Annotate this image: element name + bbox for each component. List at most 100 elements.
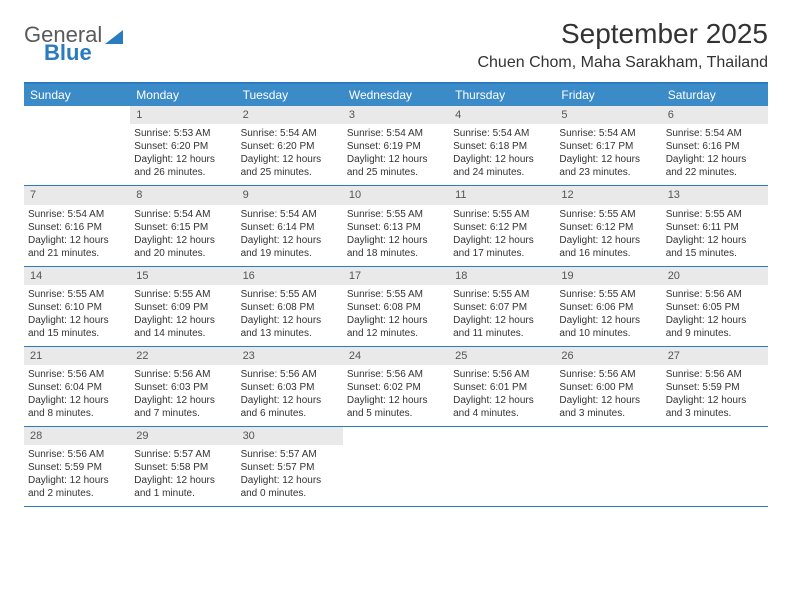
title-block: September 2025 Chuen Chom, Maha Sarakham…	[477, 18, 768, 72]
day-number: 19	[555, 267, 661, 285]
sunrise-text: Sunrise: 5:55 AM	[559, 288, 657, 301]
sunrise-text: Sunrise: 5:55 AM	[28, 288, 126, 301]
sunset-text: Sunset: 6:00 PM	[559, 381, 657, 394]
sunset-text: Sunset: 6:08 PM	[241, 301, 339, 314]
day-body: Sunrise: 5:54 AMSunset: 6:16 PMDaylight:…	[662, 124, 768, 185]
sunrise-text: Sunrise: 5:54 AM	[347, 127, 445, 140]
day-cell: 8Sunrise: 5:54 AMSunset: 6:15 PMDaylight…	[130, 186, 236, 265]
day-body: Sunrise: 5:54 AMSunset: 6:19 PMDaylight:…	[343, 124, 449, 185]
daylight-text: Daylight: 12 hours and 25 minutes.	[347, 153, 445, 179]
day-cell: 7Sunrise: 5:54 AMSunset: 6:16 PMDaylight…	[24, 186, 130, 265]
sunset-text: Sunset: 6:16 PM	[666, 140, 764, 153]
daylight-text: Daylight: 12 hours and 21 minutes.	[28, 234, 126, 260]
sunrise-text: Sunrise: 5:57 AM	[134, 448, 232, 461]
day-number: 1	[130, 106, 236, 124]
sunrise-text: Sunrise: 5:57 AM	[241, 448, 339, 461]
sunrise-text: Sunrise: 5:54 AM	[241, 127, 339, 140]
day-number: 24	[343, 347, 449, 365]
day-number: 20	[662, 267, 768, 285]
day-body: Sunrise: 5:55 AMSunset: 6:12 PMDaylight:…	[555, 205, 661, 266]
weekday-header: Thursday	[449, 84, 555, 106]
day-number: 2	[237, 106, 343, 124]
day-number: 28	[24, 427, 130, 445]
day-number	[555, 427, 661, 445]
sunrise-text: Sunrise: 5:55 AM	[241, 288, 339, 301]
sunset-text: Sunset: 6:20 PM	[134, 140, 232, 153]
day-number: 3	[343, 106, 449, 124]
sunrise-text: Sunrise: 5:56 AM	[453, 368, 551, 381]
week-row: 28Sunrise: 5:56 AMSunset: 5:59 PMDayligh…	[24, 427, 768, 507]
day-cell: 28Sunrise: 5:56 AMSunset: 5:59 PMDayligh…	[24, 427, 130, 506]
day-number: 23	[237, 347, 343, 365]
day-body: Sunrise: 5:55 AMSunset: 6:12 PMDaylight:…	[449, 205, 555, 266]
day-body	[662, 445, 768, 454]
day-number: 13	[662, 186, 768, 204]
day-cell: 2Sunrise: 5:54 AMSunset: 6:20 PMDaylight…	[237, 106, 343, 185]
day-number: 10	[343, 186, 449, 204]
weekday-header: Saturday	[662, 84, 768, 106]
sunrise-text: Sunrise: 5:56 AM	[559, 368, 657, 381]
daylight-text: Daylight: 12 hours and 25 minutes.	[241, 153, 339, 179]
weekday-header: Friday	[555, 84, 661, 106]
daylight-text: Daylight: 12 hours and 17 minutes.	[453, 234, 551, 260]
sunrise-text: Sunrise: 5:53 AM	[134, 127, 232, 140]
weekday-header-row: SundayMondayTuesdayWednesdayThursdayFrid…	[24, 84, 768, 106]
day-cell: 9Sunrise: 5:54 AMSunset: 6:14 PMDaylight…	[237, 186, 343, 265]
daylight-text: Daylight: 12 hours and 11 minutes.	[453, 314, 551, 340]
day-cell	[662, 427, 768, 506]
weekday-header: Monday	[130, 84, 236, 106]
daylight-text: Daylight: 12 hours and 15 minutes.	[666, 234, 764, 260]
day-body: Sunrise: 5:54 AMSunset: 6:16 PMDaylight:…	[24, 205, 130, 266]
day-cell: 1Sunrise: 5:53 AMSunset: 6:20 PMDaylight…	[130, 106, 236, 185]
daylight-text: Daylight: 12 hours and 14 minutes.	[134, 314, 232, 340]
day-cell	[555, 427, 661, 506]
sunset-text: Sunset: 6:16 PM	[28, 221, 126, 234]
sunset-text: Sunset: 5:59 PM	[666, 381, 764, 394]
daylight-text: Daylight: 12 hours and 12 minutes.	[347, 314, 445, 340]
day-cell: 18Sunrise: 5:55 AMSunset: 6:07 PMDayligh…	[449, 267, 555, 346]
day-cell: 3Sunrise: 5:54 AMSunset: 6:19 PMDaylight…	[343, 106, 449, 185]
sunset-text: Sunset: 6:19 PM	[347, 140, 445, 153]
daylight-text: Daylight: 12 hours and 15 minutes.	[28, 314, 126, 340]
day-body: Sunrise: 5:53 AMSunset: 6:20 PMDaylight:…	[130, 124, 236, 185]
day-cell: 22Sunrise: 5:56 AMSunset: 6:03 PMDayligh…	[130, 347, 236, 426]
daylight-text: Daylight: 12 hours and 3 minutes.	[666, 394, 764, 420]
weekday-header: Tuesday	[237, 84, 343, 106]
day-number: 17	[343, 267, 449, 285]
daylight-text: Daylight: 12 hours and 8 minutes.	[28, 394, 126, 420]
day-number: 18	[449, 267, 555, 285]
daylight-text: Daylight: 12 hours and 3 minutes.	[559, 394, 657, 420]
daylight-text: Daylight: 12 hours and 10 minutes.	[559, 314, 657, 340]
day-body: Sunrise: 5:55 AMSunset: 6:06 PMDaylight:…	[555, 285, 661, 346]
sunset-text: Sunset: 6:12 PM	[559, 221, 657, 234]
day-body: Sunrise: 5:56 AMSunset: 6:03 PMDaylight:…	[130, 365, 236, 426]
day-body: Sunrise: 5:54 AMSunset: 6:18 PMDaylight:…	[449, 124, 555, 185]
day-body: Sunrise: 5:56 AMSunset: 6:04 PMDaylight:…	[24, 365, 130, 426]
day-body	[449, 445, 555, 454]
sunrise-text: Sunrise: 5:54 AM	[134, 208, 232, 221]
month-title: September 2025	[477, 18, 768, 50]
logo-word-2: Blue	[44, 42, 123, 64]
daylight-text: Daylight: 12 hours and 23 minutes.	[559, 153, 657, 179]
day-body: Sunrise: 5:55 AMSunset: 6:07 PMDaylight:…	[449, 285, 555, 346]
daylight-text: Daylight: 12 hours and 24 minutes.	[453, 153, 551, 179]
day-number: 21	[24, 347, 130, 365]
day-cell: 10Sunrise: 5:55 AMSunset: 6:13 PMDayligh…	[343, 186, 449, 265]
day-cell	[449, 427, 555, 506]
day-body: Sunrise: 5:54 AMSunset: 6:20 PMDaylight:…	[237, 124, 343, 185]
sunset-text: Sunset: 6:01 PM	[453, 381, 551, 394]
day-number: 22	[130, 347, 236, 365]
day-body: Sunrise: 5:55 AMSunset: 6:08 PMDaylight:…	[237, 285, 343, 346]
sunrise-text: Sunrise: 5:55 AM	[347, 208, 445, 221]
day-cell: 20Sunrise: 5:56 AMSunset: 6:05 PMDayligh…	[662, 267, 768, 346]
daylight-text: Daylight: 12 hours and 18 minutes.	[347, 234, 445, 260]
day-cell: 13Sunrise: 5:55 AMSunset: 6:11 PMDayligh…	[662, 186, 768, 265]
sunset-text: Sunset: 6:14 PM	[241, 221, 339, 234]
day-number: 25	[449, 347, 555, 365]
day-cell: 12Sunrise: 5:55 AMSunset: 6:12 PMDayligh…	[555, 186, 661, 265]
day-number	[343, 427, 449, 445]
sunrise-text: Sunrise: 5:56 AM	[28, 368, 126, 381]
day-cell: 15Sunrise: 5:55 AMSunset: 6:09 PMDayligh…	[130, 267, 236, 346]
sunset-text: Sunset: 6:20 PM	[241, 140, 339, 153]
daylight-text: Daylight: 12 hours and 26 minutes.	[134, 153, 232, 179]
